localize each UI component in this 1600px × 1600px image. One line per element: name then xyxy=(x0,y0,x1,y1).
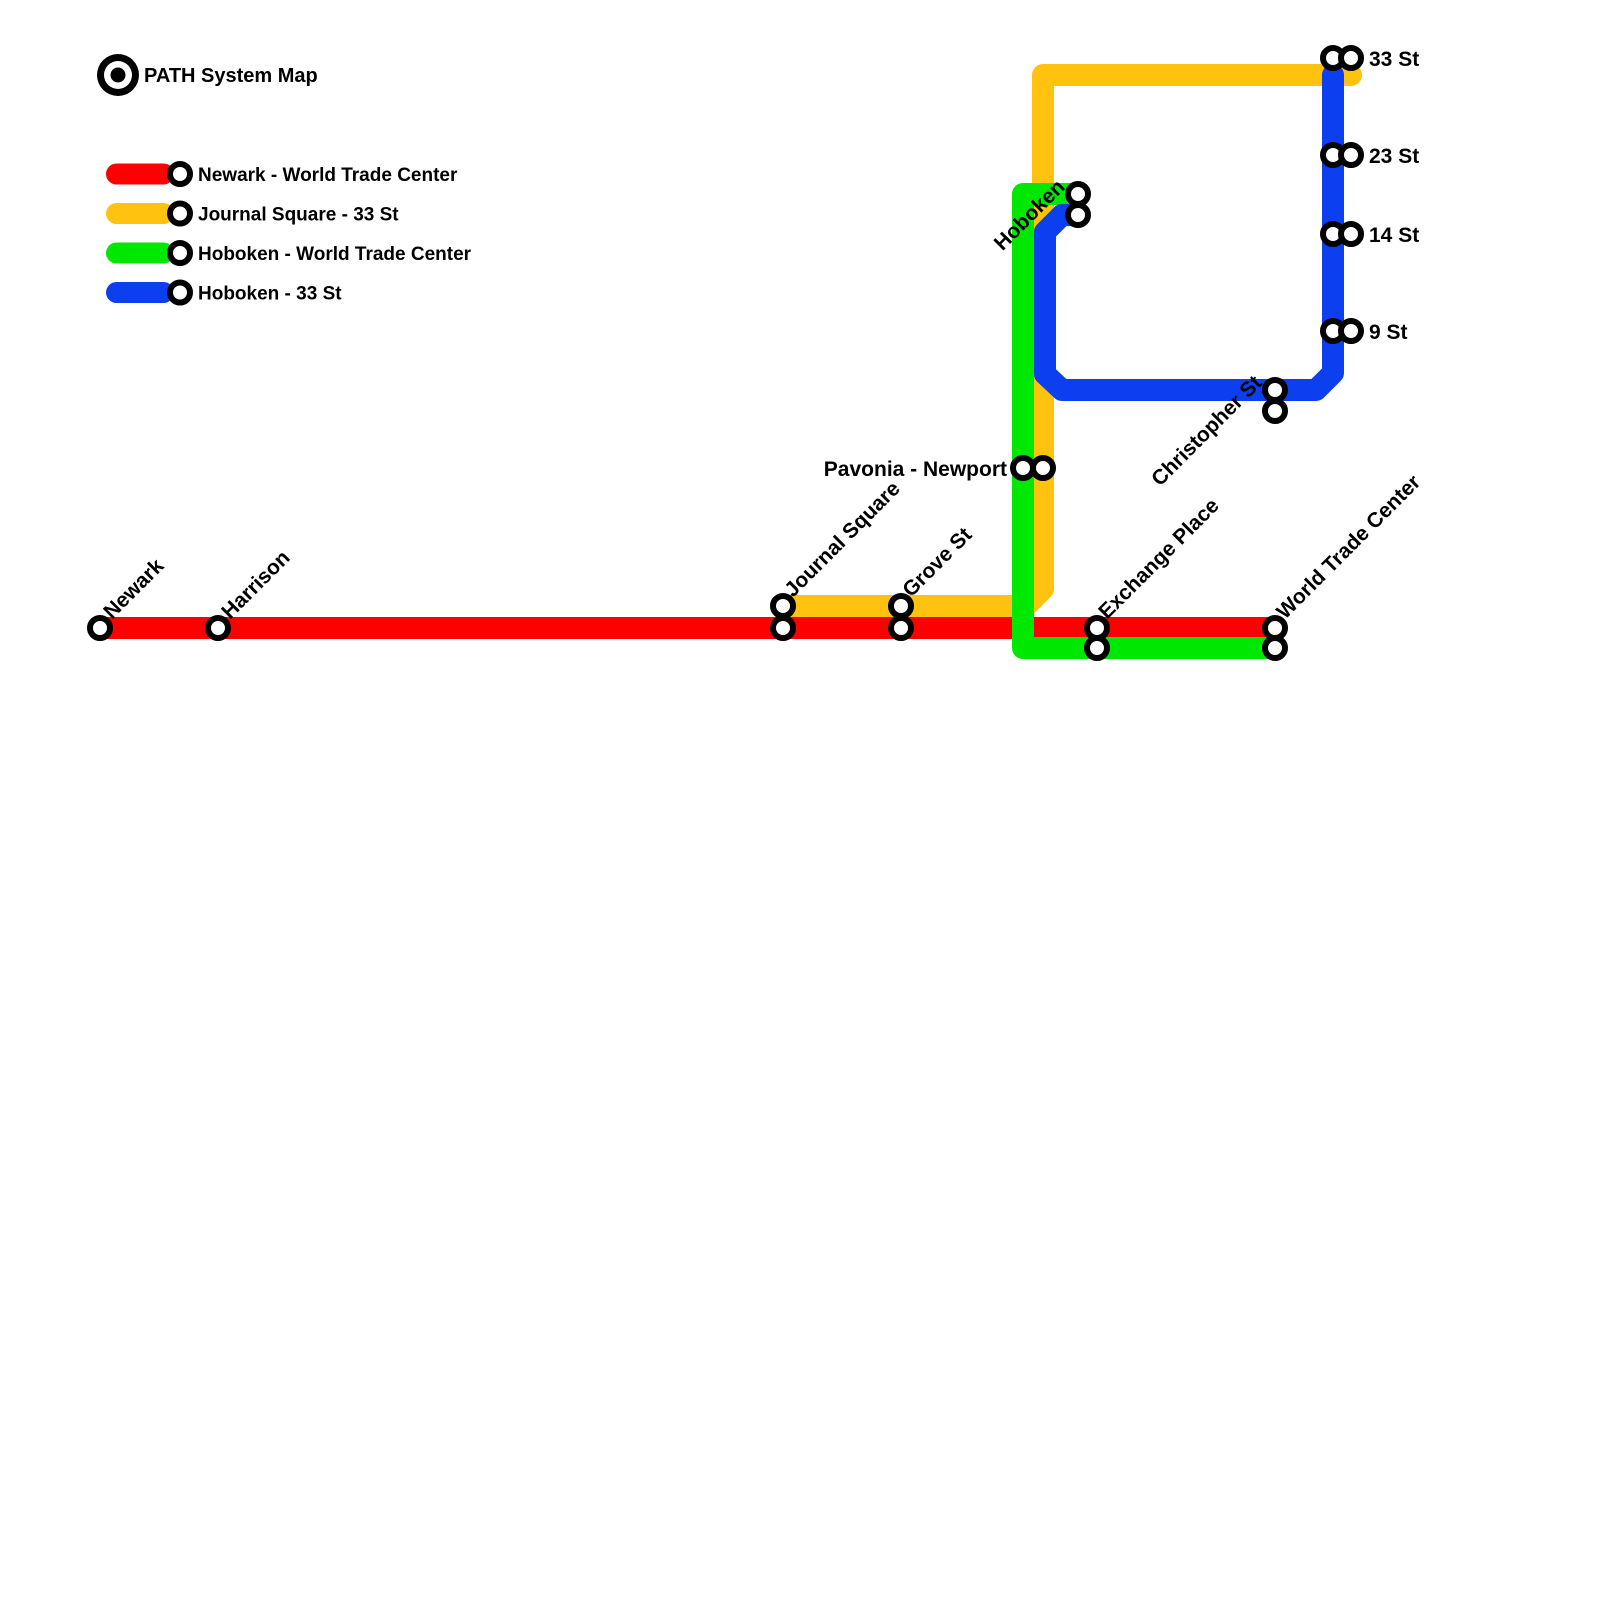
station-dot-icon xyxy=(1338,45,1364,71)
legend: Newark - World Trade Center Journal Squar… xyxy=(106,161,472,306)
station-dot-icon xyxy=(1065,202,1091,228)
station-dot-icon xyxy=(888,615,914,641)
station-marker-23-st[interactable] xyxy=(1320,142,1364,168)
station-marker-33-st[interactable] xyxy=(1320,45,1364,71)
station-dot-icon xyxy=(205,615,231,641)
route-lines-layer xyxy=(89,64,1362,659)
station-marker-grove-st[interactable] xyxy=(888,593,914,641)
legend-color-swatch xyxy=(106,242,174,264)
legend-color-swatch xyxy=(106,163,174,185)
station-marker-journal-square[interactable] xyxy=(770,593,796,641)
station-marker-hoboken[interactable] xyxy=(1065,181,1091,228)
route-line-hoboken-33-st xyxy=(1034,64,1344,401)
page-title: PATH System Map xyxy=(144,65,318,87)
station-dot-icon xyxy=(770,615,796,641)
station-dot-icon xyxy=(1338,221,1364,247)
path-bullseye-icon xyxy=(97,54,139,96)
legend-item-label: Journal Square - 33 St xyxy=(198,205,399,226)
station-dot-icon xyxy=(87,615,113,641)
station-dot-icon xyxy=(1262,398,1288,424)
legend-item-label: Hoboken - World Trade Center xyxy=(198,244,472,265)
station-label-33-st: 33 St xyxy=(1369,48,1419,71)
legend-item-1[interactable]: Journal Square - 33 St xyxy=(106,200,399,227)
legend-item-3[interactable]: Hoboken - 33 St xyxy=(106,279,342,306)
route-line-hoboken-world-trade-center xyxy=(1012,183,1286,659)
station-dot-icon xyxy=(167,200,193,227)
station-marker-newark[interactable] xyxy=(87,615,113,641)
station-dot-icon xyxy=(770,593,796,619)
station-dot-icon xyxy=(1084,635,1110,661)
station-dot-icon xyxy=(1262,377,1288,403)
station-dot-icon xyxy=(1030,455,1056,481)
station-dots-layer xyxy=(87,45,1364,661)
station-marker-14-st[interactable] xyxy=(1320,221,1364,247)
legend-item-0[interactable]: Newark - World Trade Center xyxy=(106,161,458,187)
station-label-14-st: 14 St xyxy=(1369,224,1419,247)
station-marker-9-st[interactable] xyxy=(1320,318,1364,344)
station-marker-christopher-st[interactable] xyxy=(1262,377,1288,424)
station-marker-exchange-place[interactable] xyxy=(1084,615,1110,661)
station-dot-icon xyxy=(167,161,193,187)
legend-item-label: Hoboken - 33 St xyxy=(198,284,342,305)
station-dot-icon xyxy=(1262,635,1288,661)
station-marker-harrison[interactable] xyxy=(205,615,231,641)
station-dot-icon xyxy=(167,279,193,306)
station-dot-icon xyxy=(1065,181,1091,207)
map-title-group: PATH System Map xyxy=(97,54,318,96)
station-dot-icon xyxy=(888,593,914,619)
legend-color-swatch xyxy=(106,282,174,303)
station-marker-world-trade-center[interactable] xyxy=(1262,615,1288,661)
station-label-23-st: 23 St xyxy=(1369,145,1419,168)
station-dot-icon xyxy=(1338,142,1364,168)
station-dot-icon xyxy=(1338,318,1364,344)
station-label-pavonia-newport: Pavonia - Newport xyxy=(824,458,1007,481)
legend-item-label: Newark - World Trade Center xyxy=(198,165,458,186)
legend-color-swatch xyxy=(106,203,174,224)
station-dot-icon xyxy=(167,240,193,266)
station-label-9-st: 9 St xyxy=(1369,321,1408,344)
route-line-journal-square-33-st xyxy=(772,64,1362,617)
station-marker-pavonia-newport[interactable] xyxy=(1010,455,1056,481)
legend-item-2[interactable]: Hoboken - World Trade Center xyxy=(106,240,472,266)
